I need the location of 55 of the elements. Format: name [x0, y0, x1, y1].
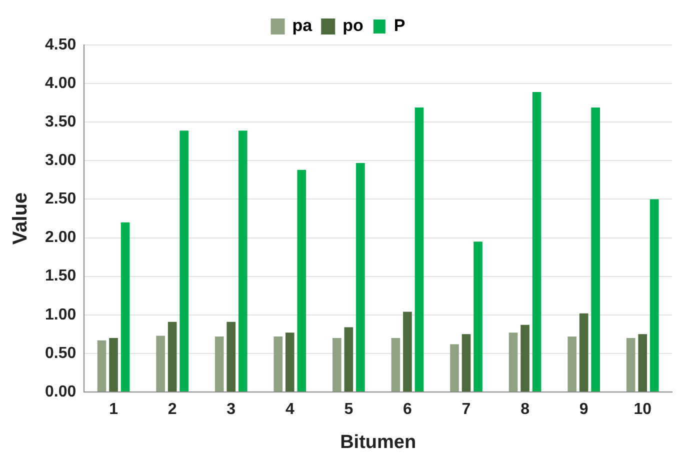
bar [120, 222, 130, 392]
x-tick-label: 7 [462, 401, 471, 418]
x-tick-label: 8 [520, 401, 530, 418]
x-tick-label: 10 [634, 401, 652, 418]
x-tick-label: 2 [168, 401, 177, 418]
bar [391, 338, 400, 392]
x-tick-label: 3 [226, 401, 236, 418]
y-tick-label: 0.00 [45, 383, 76, 400]
y-tick-label: 2.50 [45, 190, 76, 208]
bar [168, 322, 177, 392]
bar [403, 312, 412, 392]
bar [226, 322, 236, 392]
bar [532, 92, 542, 392]
bar [156, 336, 165, 392]
y-tick-label: 4.50 [45, 36, 76, 54]
bar [591, 107, 600, 392]
y-tick-label: 1.50 [45, 268, 76, 285]
y-tick-label: 3.50 [45, 114, 76, 131]
x-tick-label: 4 [285, 401, 294, 418]
bar [238, 130, 248, 392]
x-tick-label: 9 [579, 401, 588, 418]
bar [332, 338, 342, 392]
bar [356, 162, 365, 392]
y-tick-label: 0.50 [45, 344, 76, 362]
bar [180, 130, 188, 392]
x-axis-title: Bitumen [340, 432, 416, 453]
bar [579, 313, 588, 392]
bar [297, 170, 306, 392]
x-tick-label: 1 [109, 401, 118, 418]
bar [109, 338, 118, 392]
bar [462, 334, 471, 392]
legend-label: pa [292, 16, 313, 36]
bar [626, 338, 636, 392]
bar [214, 336, 224, 392]
legend-label: P [394, 16, 406, 36]
bar [414, 107, 424, 392]
y-axis-title: Value [10, 192, 32, 245]
legend-label: po [342, 16, 364, 36]
bar [285, 332, 294, 392]
y-tick-label: 1.00 [45, 306, 76, 324]
bar [97, 340, 106, 392]
bar [450, 344, 459, 392]
y-tick-label: 4.00 [45, 74, 76, 92]
bar [638, 334, 648, 392]
bar [344, 327, 354, 392]
x-tick-label: 5 [344, 401, 354, 418]
bar [508, 332, 518, 392]
bar [520, 324, 530, 392]
x-tick-label: 6 [403, 401, 412, 418]
bar [650, 199, 659, 392]
bar [568, 336, 576, 392]
bar [274, 336, 283, 392]
y-tick-label: 3.00 [45, 152, 76, 170]
bar [474, 242, 482, 392]
y-tick-label: 2.00 [45, 229, 76, 246]
